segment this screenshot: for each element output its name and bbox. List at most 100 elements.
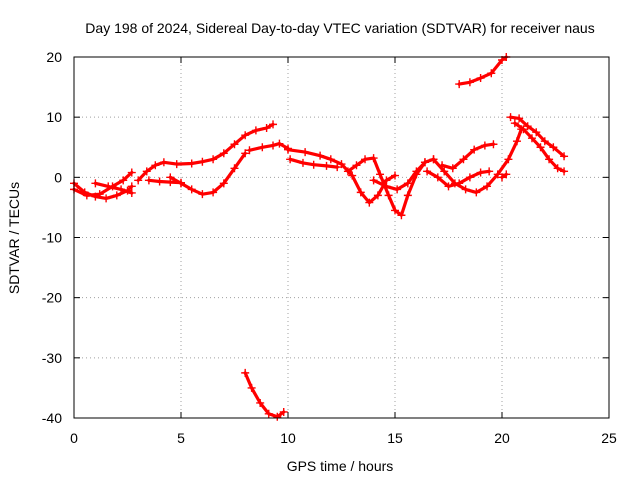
series-arc6 — [166, 149, 250, 199]
data-point — [448, 164, 457, 173]
series-line — [147, 178, 183, 185]
plot-frame — [73, 56, 610, 419]
data-point — [433, 173, 442, 182]
data-point — [527, 134, 536, 143]
data-point — [262, 123, 271, 132]
y-tick-label: -30 — [42, 350, 62, 366]
x-tick-label: 10 — [280, 430, 296, 446]
data-point — [515, 114, 524, 123]
data-point — [393, 185, 402, 194]
data-point — [251, 126, 260, 135]
x-axis-label: GPS time / hours — [287, 458, 394, 474]
series-arc18 — [506, 113, 569, 161]
data-point — [361, 155, 370, 164]
data-point — [519, 125, 528, 134]
data-point — [209, 155, 218, 164]
data-point — [493, 170, 502, 179]
data-point — [440, 167, 449, 176]
data-point — [301, 148, 310, 157]
series-arc4 — [134, 120, 278, 185]
data-point — [502, 170, 511, 179]
data-point — [172, 160, 181, 169]
data-point — [403, 179, 412, 188]
data-point — [476, 74, 485, 83]
data-point — [455, 80, 464, 89]
data-point — [279, 407, 288, 416]
x-tick-label: 15 — [387, 430, 403, 446]
x-tick-label: 0 — [70, 430, 78, 446]
data-point — [286, 155, 295, 164]
data-point — [483, 182, 492, 191]
x-tick-label: 25 — [601, 430, 617, 446]
series-arc17 — [498, 170, 511, 182]
data-point — [241, 149, 250, 158]
x-tick-labels: 0 5 10 15 20 25 — [70, 430, 617, 446]
data-point — [465, 173, 474, 182]
series-arc8 — [241, 368, 288, 421]
series-line — [93, 181, 134, 195]
data-point — [369, 154, 378, 163]
data-point — [198, 190, 207, 199]
data-point — [376, 170, 385, 179]
data-point — [459, 155, 468, 164]
data-point — [560, 152, 569, 161]
data-point — [420, 158, 429, 167]
series-group — [70, 53, 569, 421]
data-point — [465, 78, 474, 87]
data-point — [423, 167, 432, 176]
data-point — [510, 119, 519, 128]
data-point — [540, 137, 549, 146]
data-point — [177, 179, 185, 188]
data-point — [506, 113, 515, 122]
data-point — [403, 191, 412, 200]
series-arc15 — [438, 140, 498, 173]
y-tick-labels: -40 -30 -20 -10 0 10 20 — [42, 49, 62, 426]
data-point — [343, 167, 352, 176]
data-point — [127, 168, 136, 177]
data-point — [549, 143, 558, 152]
data-point — [309, 160, 318, 169]
data-point — [144, 176, 153, 185]
data-point — [333, 163, 342, 172]
series-arc9 — [286, 155, 342, 172]
data-point — [352, 161, 361, 170]
data-point — [219, 149, 228, 158]
data-point — [429, 155, 438, 164]
data-point — [545, 155, 554, 164]
data-point — [134, 176, 143, 185]
series-line — [243, 371, 286, 419]
x-tick-label: 20 — [494, 430, 510, 446]
data-point — [461, 185, 470, 194]
data-point — [523, 122, 532, 131]
series-arc19 — [510, 119, 569, 176]
data-point — [470, 145, 479, 154]
data-point — [241, 368, 250, 377]
data-point — [391, 206, 399, 215]
data-point — [489, 140, 498, 149]
data-point — [198, 157, 207, 166]
series-line — [72, 170, 134, 197]
data-point — [159, 158, 168, 167]
data-point — [155, 177, 164, 186]
data-point — [187, 185, 196, 194]
data-point — [384, 191, 393, 200]
data-point — [230, 140, 239, 149]
data-point — [264, 409, 273, 418]
data-point — [247, 383, 256, 392]
y-tick-label: -20 — [42, 290, 62, 306]
data-point — [117, 185, 126, 194]
data-point — [397, 211, 406, 220]
data-point — [373, 191, 382, 200]
chart-title: Day 198 of 2024, Sidereal Day-to-day VTE… — [85, 20, 594, 36]
grid — [74, 57, 609, 418]
data-point — [480, 141, 489, 150]
series-line — [431, 127, 523, 194]
data-point — [273, 412, 282, 421]
data-point — [298, 158, 307, 167]
x-tick-label: 5 — [177, 430, 185, 446]
y-tick-label: -40 — [42, 410, 62, 426]
data-point — [487, 69, 496, 78]
data-point — [382, 182, 391, 191]
